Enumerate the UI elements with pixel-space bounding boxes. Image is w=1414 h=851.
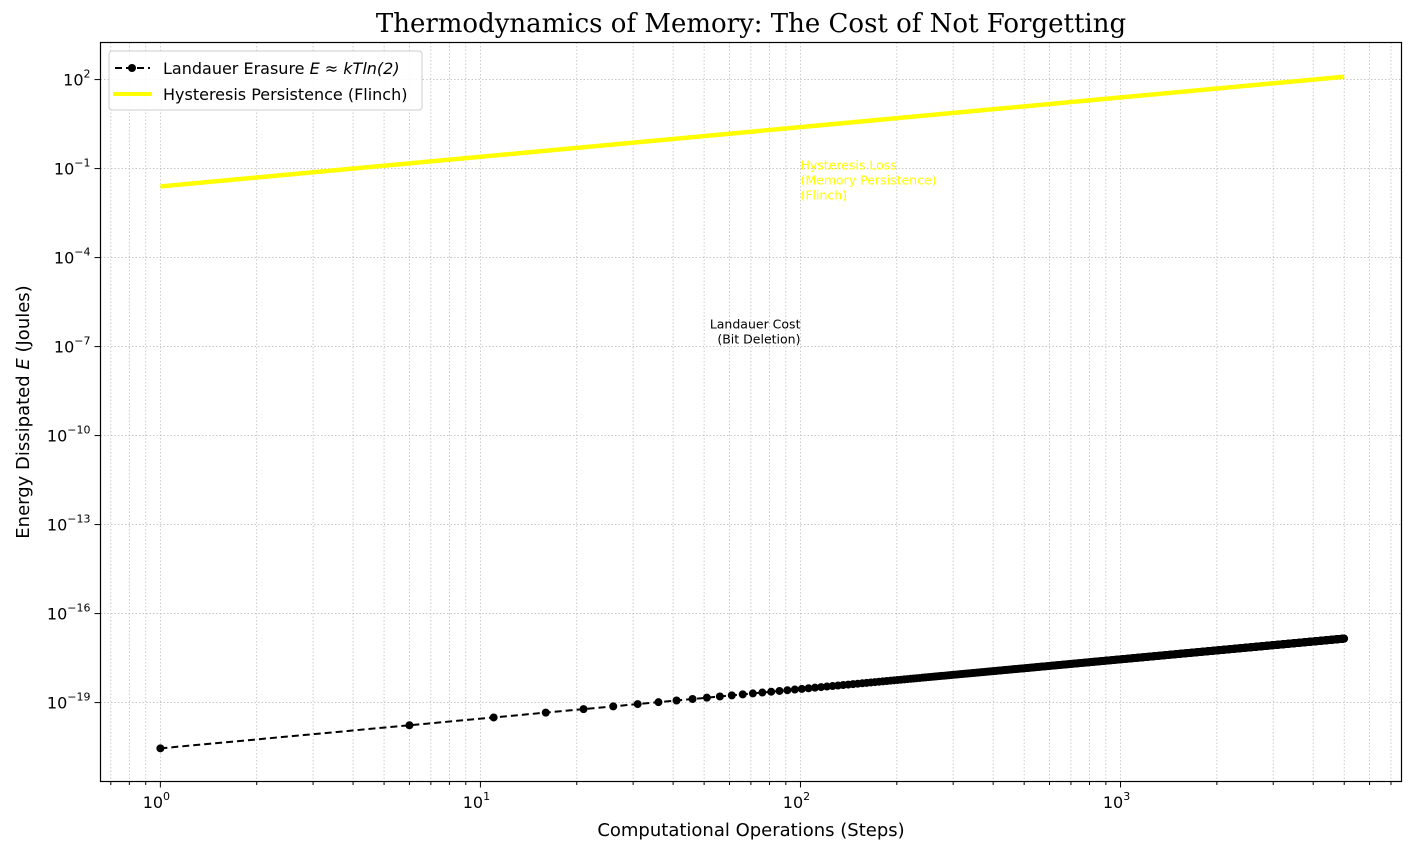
legend-marker-landauer [128, 64, 136, 72]
landauer-point [804, 684, 813, 693]
x-axis-label: Computational Operations (Steps) [597, 820, 904, 841]
landauer-point [688, 695, 697, 704]
plot-frame [99, 41, 1403, 783]
landauer-point [790, 685, 799, 694]
landauer-point [489, 713, 498, 722]
landauer-point [715, 692, 724, 701]
x-axis: 100 101 102 103 [110, 781, 1392, 812]
y-tick-label: 102 [63, 68, 90, 90]
x-tick-label: 103 [1103, 790, 1130, 812]
legend-item-landauer: Landauer Erasure E ≈ kTln(2) [115, 59, 400, 78]
landauer-point [775, 686, 784, 695]
y-axis-label: Energy Dissipated E (Joules) [13, 285, 34, 538]
landauer-point [672, 696, 681, 705]
legend-label-hysteresis: Hysteresis Persistence (Flinch) [163, 85, 407, 104]
legend-box [108, 50, 423, 111]
chart-title: Thermodynamics of Memory: The Cost of No… [376, 9, 1126, 39]
legend-label-landauer: Landauer Erasure E ≈ kTln(2) [163, 59, 400, 78]
series-layer [156, 74, 1349, 753]
landauer-point [156, 744, 165, 753]
x-tick-label: 102 [783, 790, 810, 812]
landauer-point [797, 684, 806, 693]
y-tick-label: 10−16 [47, 602, 91, 624]
annotation-landauer: Landauer Cost (Bit Deletion) [710, 317, 801, 347]
annotations: Hysteresis Loss (Memory Persistence) (Flin… [710, 158, 937, 347]
y-tick-label: 10−13 [47, 513, 91, 535]
landauer-point [1340, 634, 1349, 643]
landauer-point [767, 687, 776, 696]
grid [100, 42, 1402, 782]
series-landauer-markers [156, 634, 1349, 753]
landauer-point [817, 683, 826, 692]
y-tick-label: 10−4 [54, 246, 91, 268]
landauer-point [727, 691, 736, 700]
landauer-point [783, 686, 792, 695]
landauer-point [738, 690, 747, 699]
landauer-point [748, 689, 757, 698]
y-tick-label: 10−7 [54, 335, 91, 357]
landauer-point [633, 700, 642, 709]
legend: Landauer Erasure E ≈ kTln(2) Hysteresis … [108, 50, 423, 111]
landauer-point [810, 683, 819, 692]
landauer-point [758, 688, 767, 697]
landauer-point [579, 705, 588, 714]
legend-item-hysteresis: Hysteresis Persistence (Flinch) [113, 85, 407, 104]
landauer-point [654, 698, 663, 707]
landauer-point [405, 721, 414, 730]
landauer-point [702, 693, 711, 702]
y-tick-label: 10−19 [47, 691, 91, 713]
series-hysteresis-line [160, 74, 1345, 189]
landauer-point [609, 702, 618, 711]
y-axis: 102 10−1 10−4 10−7 10−10 10−13 10−16 10−19 [47, 68, 101, 713]
annotation-hysteresis: Hysteresis Loss (Memory Persistence) (Flin… [800, 158, 936, 203]
landauer-point [541, 708, 550, 717]
x-tick-label: 100 [143, 790, 170, 812]
y-tick-label: 10−10 [47, 424, 91, 446]
y-tick-label: 10−1 [54, 157, 91, 179]
x-tick-label: 101 [463, 790, 490, 812]
